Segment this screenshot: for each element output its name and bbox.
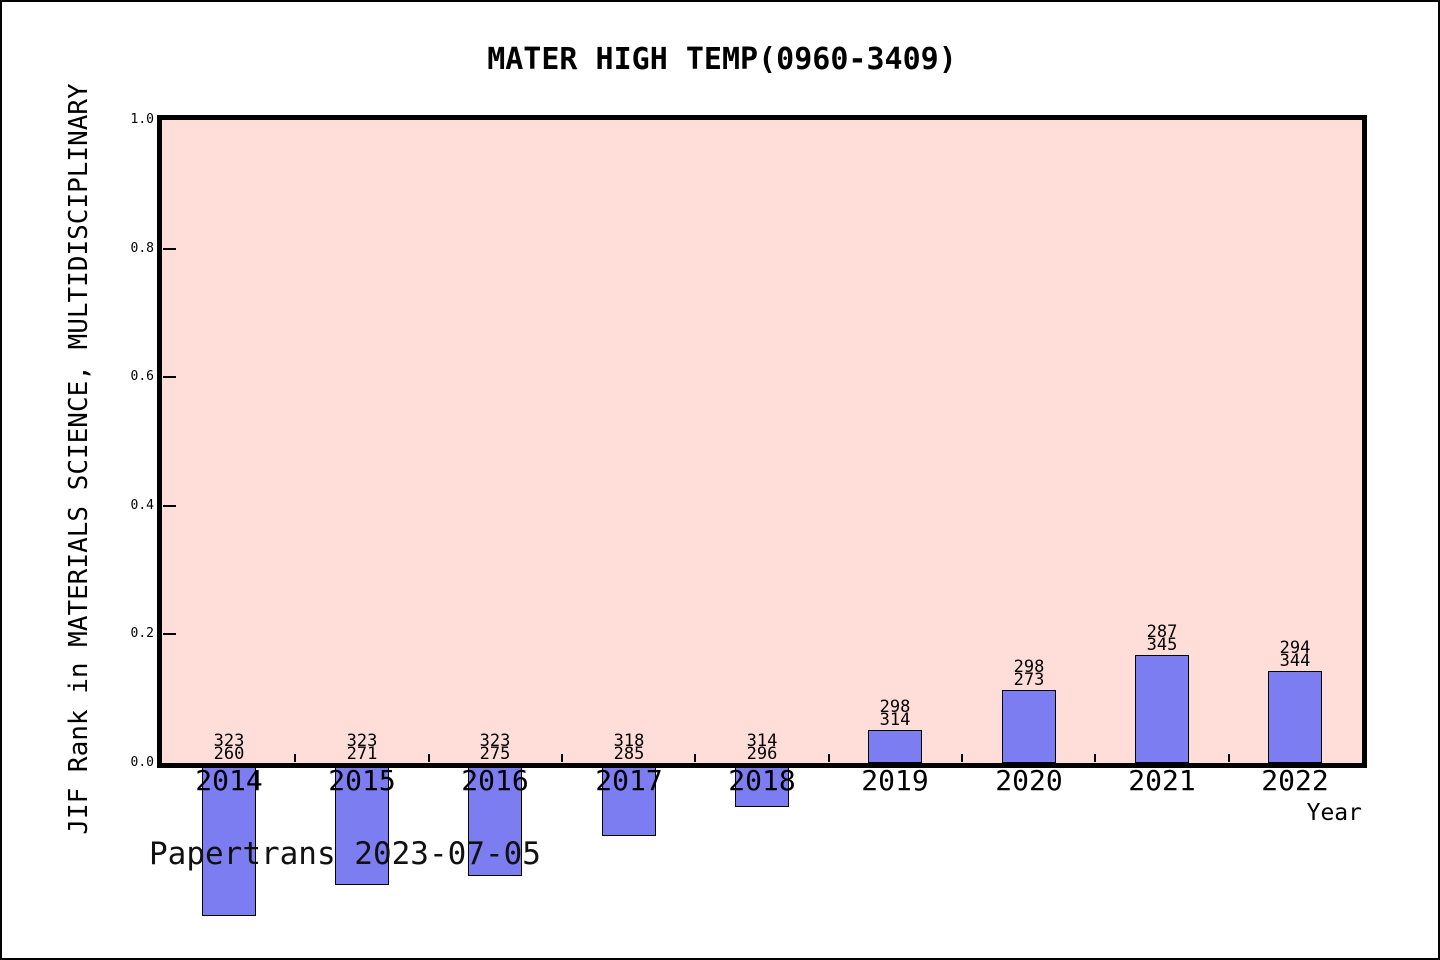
y-tick-label-0.6: 0.6 — [130, 369, 154, 384]
y-tick-mark — [163, 248, 176, 250]
x-tick-mark — [961, 754, 963, 762]
x-tick-label-2014: 2014 — [195, 764, 263, 797]
x-tick-label-2016: 2016 — [461, 764, 529, 797]
bar-2020 — [1002, 690, 1056, 763]
y-tick-label-0.8: 0.8 — [130, 241, 154, 256]
y-tick-label-0.4: 0.4 — [130, 498, 154, 513]
x-tick-mark — [1228, 754, 1230, 762]
x-tick-mark — [561, 754, 563, 762]
bar-value-label-2017: 318 285 — [613, 731, 645, 764]
x-tick-mark — [828, 754, 830, 762]
bar-value-label-2019: 298 314 — [879, 697, 911, 730]
bar-2016 — [468, 763, 522, 876]
x-axis-label: Year — [1306, 800, 1362, 826]
x-tick-label-2022: 2022 — [1261, 764, 1329, 797]
bar-2022 — [1268, 671, 1322, 763]
x-tick-mark — [694, 754, 696, 762]
y-tick-mark — [163, 505, 176, 507]
bar-value-label-2022: 294 344 — [1279, 638, 1311, 671]
x-tick-label-2019: 2019 — [861, 764, 929, 797]
y-tick-label-1.0: 1.0 — [130, 112, 154, 127]
bar-value-label-2014: 323 260 — [213, 731, 245, 764]
x-tick-label-2015: 2015 — [328, 764, 396, 797]
x-tick-mark — [1094, 754, 1096, 762]
bar-2021 — [1135, 655, 1189, 763]
bar-value-label-2016: 323 275 — [479, 731, 511, 764]
bar-value-label-2021: 287 345 — [1146, 622, 1178, 655]
bar-value-label-2015: 323 271 — [346, 731, 378, 764]
chart-title: MATER HIGH TEMP(0960-3409) — [487, 42, 957, 77]
bar-2018 — [735, 763, 789, 807]
bar-2017 — [602, 763, 656, 836]
x-tick-label-2018: 2018 — [728, 764, 796, 797]
x-tick-mark — [428, 754, 430, 762]
bar-value-label-2018: 314 296 — [746, 731, 778, 764]
y-tick-mark — [163, 376, 176, 378]
watermark-text: Papertrans 2023-07-05 — [149, 836, 541, 872]
y-tick-mark — [163, 633, 176, 635]
y-tick-label-0.2: 0.2 — [130, 626, 154, 641]
bar-2015 — [335, 763, 389, 885]
x-tick-label-2020: 2020 — [995, 764, 1063, 797]
y-axis-label: JIF Rank in MATERIALS SCIENCE, MULTIDISC… — [64, 83, 94, 835]
bar-2014 — [202, 763, 256, 916]
bar-2019 — [868, 730, 922, 763]
bar-value-label-2020: 298 273 — [1013, 657, 1045, 690]
x-tick-label-2017: 2017 — [595, 764, 663, 797]
x-tick-mark — [294, 754, 296, 762]
x-tick-label-2021: 2021 — [1128, 764, 1196, 797]
y-tick-label-0.0: 0.0 — [130, 755, 154, 770]
